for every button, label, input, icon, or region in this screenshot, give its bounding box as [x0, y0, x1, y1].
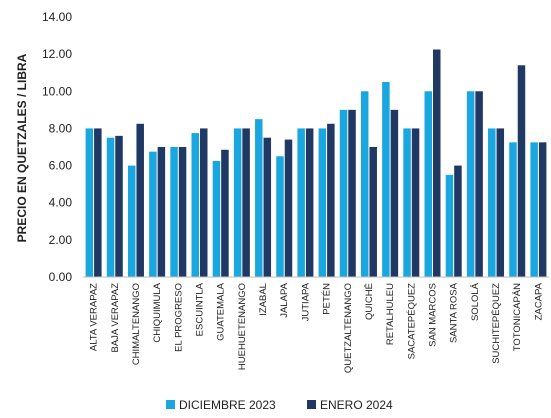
category-label: JUTIAPA [300, 282, 311, 321]
legend: DICIEMBRE 2023 ENERO 2024 [166, 398, 393, 412]
bar-enero-2024 [538, 142, 547, 277]
y-tick-label: 12.00 [42, 47, 72, 61]
bar-diciembre-2023 [488, 128, 496, 277]
bar-enero-2024 [263, 137, 272, 277]
y-axis-label: PRECIO EN QUETZALES / LIBRA [15, 53, 29, 242]
bar-enero-2024 [94, 128, 102, 277]
bar-diciembre-2023 [85, 128, 94, 277]
bar-enero-2024 [305, 128, 314, 277]
category-label: EL PROGRESO [173, 283, 184, 352]
category-label: RETALHULEU [385, 283, 396, 345]
y-tick-label: 2.00 [49, 233, 73, 247]
bar-diciembre-2023 [382, 82, 390, 277]
category-label: CHIQUIMULA [152, 282, 163, 342]
bar-enero-2024 [115, 135, 123, 277]
bar-diciembre-2023 [149, 151, 157, 277]
bar-diciembre-2023 [509, 142, 517, 277]
bar-enero-2024 [221, 149, 229, 277]
bar-enero-2024 [284, 139, 293, 277]
category-label: JALAPA [279, 282, 290, 317]
bar-diciembre-2023 [212, 160, 221, 277]
y-tick-label: 8.00 [49, 121, 73, 135]
bar-enero-2024 [390, 109, 399, 277]
y-tick-label: 10.00 [42, 84, 72, 98]
bar-diciembre-2023 [276, 156, 284, 277]
bar-diciembre-2023 [339, 109, 348, 277]
bar-enero-2024 [242, 128, 250, 277]
bar-diciembre-2023 [170, 147, 178, 277]
y-axis-ticks: 0.00 2.00 4.00 6.00 8.00 10.00 12.00 14.00 [42, 10, 72, 284]
bar-diciembre-2023 [466, 91, 475, 278]
category-label: SUCHITEPÉQUEZ [491, 283, 502, 364]
category-label: PETÉN [322, 283, 333, 315]
category-labels: ALTA VERAPAZ BAJA VERAPAZ CHIMALTENANGO CHI… [89, 282, 545, 373]
bar-enero-2024 [411, 128, 420, 277]
bar-diciembre-2023 [318, 128, 327, 277]
y-tick-label: 14.00 [42, 10, 72, 24]
legend-swatch [166, 400, 175, 409]
category-label: QUICHÉ [364, 283, 375, 320]
bar-enero-2024 [178, 147, 187, 277]
category-label: QUETZALTENANGO [343, 283, 354, 373]
bar-diciembre-2023 [403, 128, 411, 277]
bar-diciembre-2023 [255, 119, 263, 278]
bar-enero-2024 [327, 123, 335, 278]
bar-enero-2024 [157, 147, 166, 277]
bar-enero-2024 [517, 65, 526, 278]
category-label: SAN MARCOS [428, 283, 439, 347]
bar-diciembre-2023 [360, 91, 369, 278]
bar-enero-2024 [496, 128, 505, 277]
category-label: GUATEMALA [216, 282, 227, 341]
bar-enero-2024 [433, 49, 441, 277]
bar-enero-2024 [475, 91, 483, 278]
bar-diciembre-2023 [127, 165, 136, 277]
y-tick-label: 4.00 [49, 196, 73, 210]
category-label: SOLOLÁ [470, 282, 481, 321]
category-label: IZABAL [258, 283, 269, 316]
category-label: CHIMALTENANGO [131, 283, 142, 365]
category-label: BAJA VERAPAZ [110, 283, 121, 353]
bar-enero-2024 [348, 109, 356, 277]
bar-diciembre-2023 [530, 142, 538, 277]
bars-group [85, 49, 547, 278]
bar-diciembre-2023 [297, 128, 305, 277]
bar-diciembre-2023 [445, 174, 454, 277]
legend-swatch [307, 400, 316, 409]
y-tick-label: 0.00 [49, 270, 73, 284]
bar-enero-2024 [200, 128, 208, 277]
category-label: SANTA ROSA [449, 282, 460, 343]
category-label: SACATEPÉQUEZ [406, 283, 417, 360]
bar-enero-2024 [136, 123, 144, 278]
category-label: ESCUINTLA [195, 282, 206, 336]
category-label: TOTONICAPÁN [512, 283, 523, 351]
legend-label: DICIEMBRE 2023 [179, 398, 276, 412]
category-label: ALTA VERAPAZ [89, 283, 100, 351]
bar-diciembre-2023 [424, 91, 432, 278]
category-label: HUEHUETENANGO [237, 283, 248, 370]
bar-enero-2024 [454, 165, 462, 277]
legend-label: ENERO 2024 [320, 398, 393, 412]
bar-enero-2024 [369, 147, 377, 277]
bar-diciembre-2023 [106, 137, 115, 277]
bar-diciembre-2023 [233, 128, 242, 277]
category-label: ZACAPA [533, 282, 544, 320]
y-tick-label: 6.00 [49, 159, 73, 173]
bar-diciembre-2023 [191, 133, 199, 277]
